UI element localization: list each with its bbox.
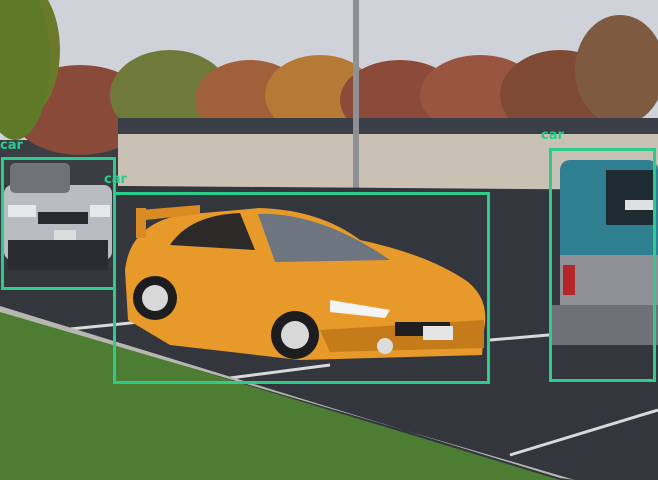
detection-label-car-2: car [104,172,127,187]
detection-label-car-1: car [0,138,23,153]
detection-box-car-1 [1,157,116,290]
detection-box-car-3 [549,148,656,382]
teal-car [552,160,658,345]
wall-top [118,118,658,134]
detection-box-car-2 [113,192,490,384]
orange-car [125,205,486,360]
left-tree [0,0,50,140]
grey-car [4,163,112,270]
lamp-post [353,0,359,200]
detection-label-car-3: car [541,128,564,143]
